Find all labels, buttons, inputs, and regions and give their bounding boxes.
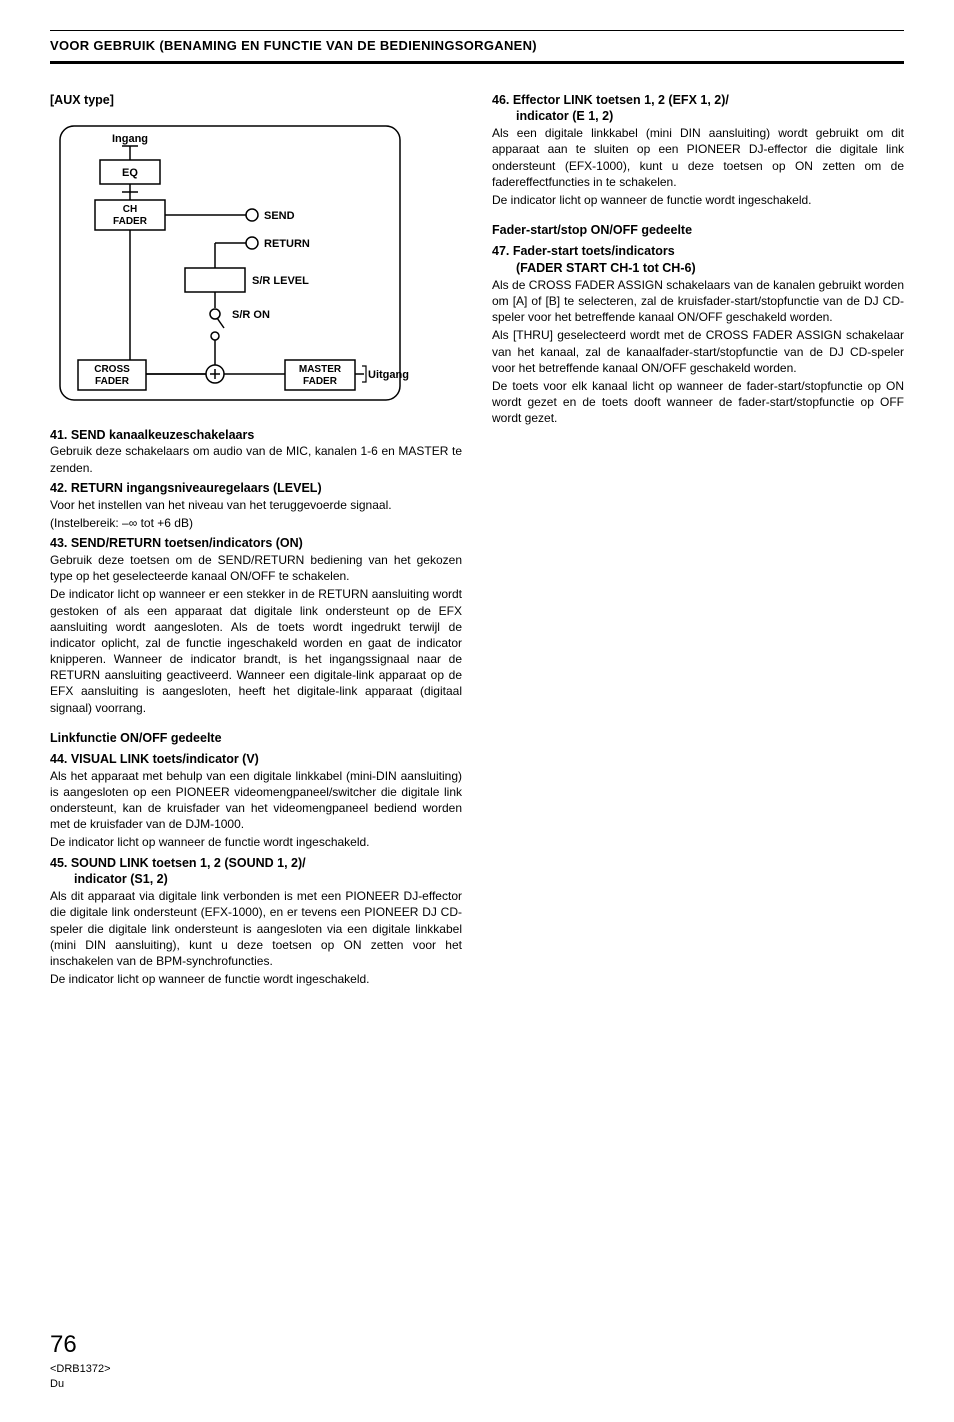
diagram-ingang-label: Ingang <box>112 133 148 145</box>
diagram-master1: MASTER <box>299 364 342 375</box>
diagram-cross1: CROSS <box>94 364 130 375</box>
s47-p2: Als [THRU] geselecteerd wordt met de CRO… <box>492 327 904 376</box>
diagram-return-label: RETURN <box>264 238 310 250</box>
s41-heading: 41. SEND kanaalkeuzeschakelaars <box>50 427 462 444</box>
s46-p1: Als een digitale linkkabel (mini DIN aan… <box>492 125 904 190</box>
s45-p1: Als dit apparaat via digitale link verbo… <box>50 888 462 969</box>
diagram-send-label: SEND <box>264 210 295 222</box>
diagram-srlevel-label: S/R LEVEL <box>252 275 309 287</box>
s46-heading1: 46. Effector LINK toetsen 1, 2 (EFX 1, 2… <box>492 92 904 109</box>
s42-p1: Voor het instellen van het niveau van he… <box>50 497 462 513</box>
diagram-chfader1: CH <box>123 204 137 215</box>
page-footer: 76 <DRB1372> Du <box>50 1329 904 1391</box>
s47-heading2: (FADER START CH-1 tot CH-6) <box>492 260 904 277</box>
right-column: 46. Effector LINK toetsen 1, 2 (EFX 1, 2… <box>492 88 904 990</box>
s44-p1: Als het apparaat met behulp van een digi… <box>50 768 462 833</box>
diagram-sron-label: S/R ON <box>232 309 270 321</box>
diagram-cross2: FADER <box>95 376 130 387</box>
signal-flow-diagram: Ingang EQ CH FADER SEND <box>50 118 462 412</box>
s43-p1: Gebruik deze toetsen om de SEND/RETURN b… <box>50 552 462 584</box>
link-section-heading: Linkfunctie ON/OFF gedeelte <box>50 730 462 747</box>
s44-p2: De indicator licht op wanneer de functie… <box>50 834 462 850</box>
s46-heading2: indicator (E 1, 2) <box>492 108 904 125</box>
header-title: VOOR GEBRUIK (BENAMING EN FUNCTIE VAN DE… <box>50 38 537 53</box>
s43-p2: De indicator licht op wanneer er een ste… <box>50 586 462 716</box>
diagram-eq-label: EQ <box>122 167 138 179</box>
diagram-master2: FADER <box>303 376 338 387</box>
doc-ref: <DRB1372> <box>50 1362 904 1377</box>
page-header: VOOR GEBRUIK (BENAMING EN FUNCTIE VAN DE… <box>50 30 904 64</box>
s41-p1: Gebruik deze schakelaars om audio van de… <box>50 443 462 475</box>
aux-label: [AUX type] <box>50 92 462 109</box>
left-column: [AUX type] Ingang EQ CH FADER <box>50 88 462 990</box>
s46-p2: De indicator licht op wanneer de functie… <box>492 192 904 208</box>
s42-p2: (Instelbereik: –∞ tot +6 dB) <box>50 515 462 531</box>
s45-p2: De indicator licht op wanneer de functie… <box>50 971 462 987</box>
s47-heading1: 47. Fader-start toets/indicators <box>492 243 904 260</box>
s42-heading: 42. RETURN ingangsniveauregelaars (LEVEL… <box>50 480 462 497</box>
s47-p1: Als de CROSS FADER ASSIGN schakelaars va… <box>492 277 904 326</box>
s45-heading2: indicator (S1, 2) <box>50 871 462 888</box>
content-columns: [AUX type] Ingang EQ CH FADER <box>50 88 904 990</box>
diagram-chfader2: FADER <box>113 216 148 227</box>
s47-p3: De toets voor elk kanaal licht op wannee… <box>492 378 904 427</box>
s45-heading1: 45. SOUND LINK toetsen 1, 2 (SOUND 1, 2)… <box>50 855 462 872</box>
s43-heading: 43. SEND/RETURN toetsen/indicators (ON) <box>50 535 462 552</box>
page-number: 76 <box>50 1329 904 1361</box>
lang-code: Du <box>50 1377 904 1392</box>
fader-section-heading: Fader-start/stop ON/OFF gedeelte <box>492 222 904 239</box>
diagram-uitgang-label: Uitgang <box>368 369 409 381</box>
s44-heading: 44. VISUAL LINK toets/indicator (V) <box>50 751 462 768</box>
